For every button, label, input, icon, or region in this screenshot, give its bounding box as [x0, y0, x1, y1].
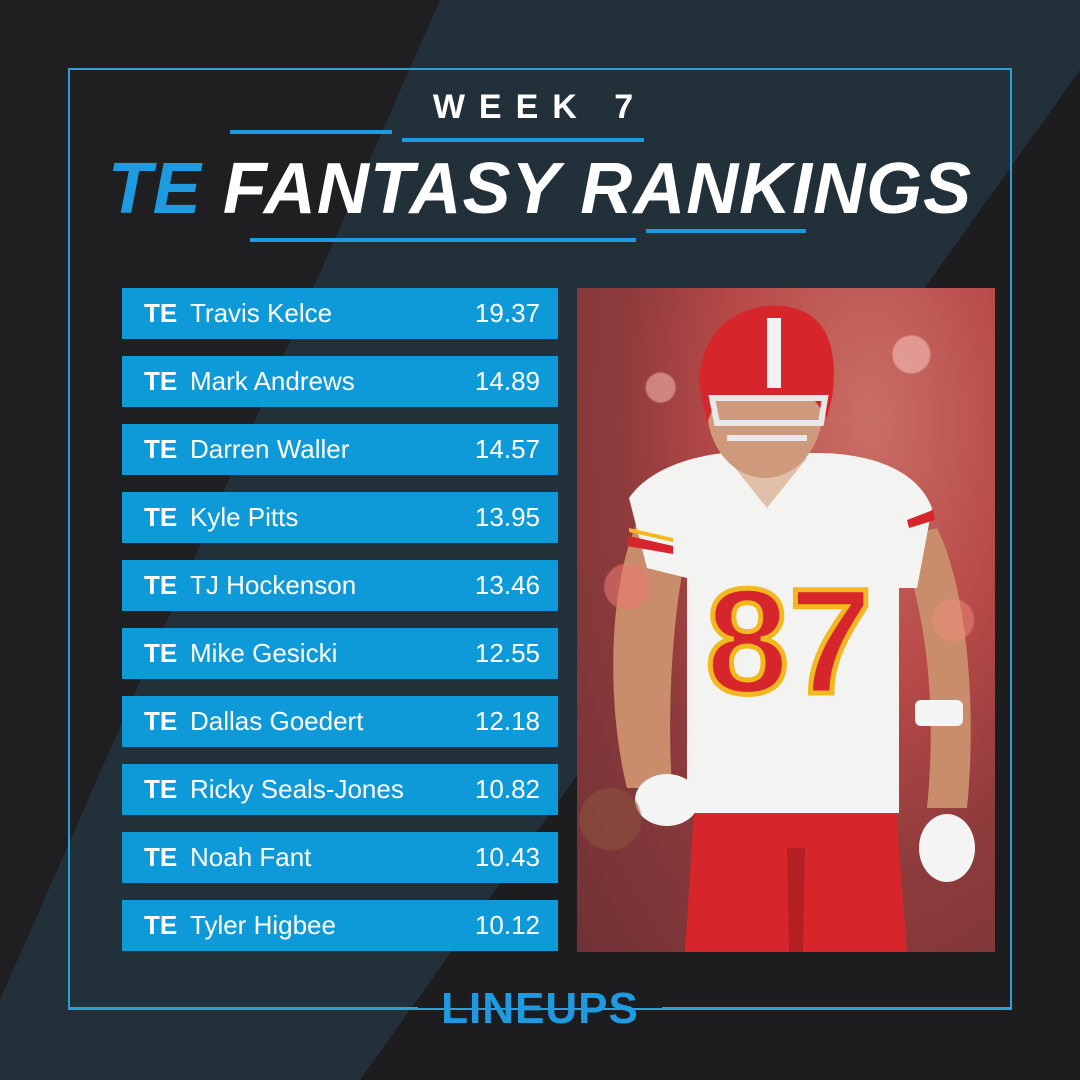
- ranking-row: TE TJ Hockenson 13.46: [122, 560, 558, 611]
- ranking-row: TE Mark Andrews 14.89: [122, 356, 558, 407]
- player-photo: 87: [577, 288, 995, 952]
- title-accent: TE: [107, 149, 202, 229]
- footer-line: [68, 1007, 418, 1009]
- position-label: TE: [144, 638, 178, 668]
- projected-points: 19.37: [474, 298, 540, 328]
- position-label: TE: [144, 774, 178, 804]
- projected-points: 14.89: [474, 366, 540, 396]
- projected-points: 13.95: [474, 502, 540, 532]
- ranking-row: TE Darren Waller 14.57: [122, 424, 558, 475]
- title-main: FANTASY RANKINGS: [222, 149, 973, 229]
- page-title: TE FANTASY RANKINGS: [0, 148, 1080, 230]
- player-name: Ricky Seals-Jones: [190, 774, 404, 804]
- position-label: TE: [144, 910, 178, 940]
- player-name: Mike Gesicki: [190, 638, 338, 668]
- player-name: Noah Fant: [190, 842, 312, 872]
- position-label: TE: [144, 434, 178, 464]
- ranking-row: TE Dallas Goedert 12.18: [122, 696, 558, 747]
- position-label: TE: [144, 366, 178, 396]
- rankings-list: TE Travis Kelce 19.37 TE Mark Andrews 14…: [122, 288, 558, 968]
- player-name: Dallas Goedert: [190, 706, 364, 736]
- ranking-row: TE Ricky Seals-Jones 10.82: [122, 764, 558, 815]
- ranking-row: TE Travis Kelce 19.37: [122, 288, 558, 339]
- projected-points: 10.82: [474, 774, 540, 804]
- ranking-row: TE Kyle Pitts 13.95: [122, 492, 558, 543]
- ranking-row: TE Tyler Higbee 10.12: [122, 900, 558, 951]
- footer-line: [662, 1007, 1012, 1009]
- player-name: TJ Hockenson: [190, 570, 357, 600]
- position-label: TE: [144, 502, 178, 532]
- header-dash: [230, 130, 392, 134]
- position-label: TE: [144, 842, 178, 872]
- position-label: TE: [144, 706, 178, 736]
- player-name: Tyler Higbee: [190, 910, 336, 940]
- projected-points: 13.46: [474, 570, 540, 600]
- lineups-logo: LINEUPS: [441, 984, 639, 1033]
- stadium-crowd-background: [577, 288, 995, 952]
- ranking-row: TE Mike Gesicki 12.55: [122, 628, 558, 679]
- projected-points: 12.18: [474, 706, 540, 736]
- projected-points: 10.43: [474, 842, 540, 872]
- ranking-row: TE Noah Fant 10.43: [122, 832, 558, 883]
- projected-points: 10.12: [474, 910, 540, 940]
- header-dash: [646, 229, 806, 233]
- position-label: TE: [144, 570, 178, 600]
- player-name: Travis Kelce: [190, 298, 333, 328]
- player-name: Mark Andrews: [190, 366, 355, 396]
- border-frame: [68, 68, 1012, 1010]
- position-label: TE: [144, 298, 178, 328]
- player-name: Darren Waller: [190, 434, 350, 464]
- header-dash: [250, 238, 636, 242]
- week-label: WEEK 7: [432, 88, 648, 126]
- projected-points: 12.55: [474, 638, 540, 668]
- header-dash: [402, 138, 644, 142]
- player-name: Kyle Pitts: [190, 502, 299, 532]
- projected-points: 14.57: [474, 434, 540, 464]
